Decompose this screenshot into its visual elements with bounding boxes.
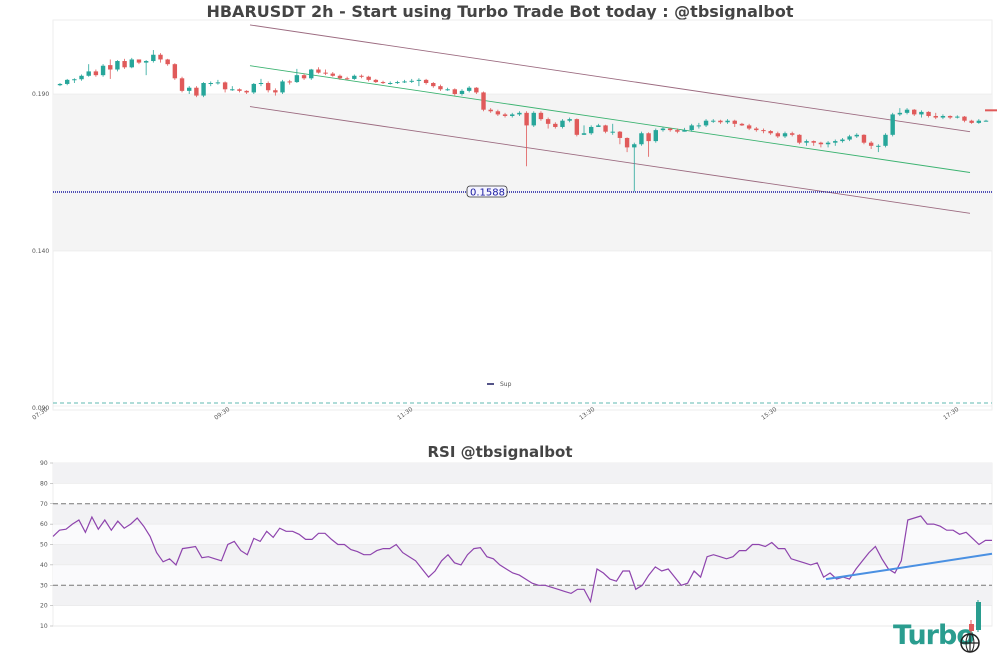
y-tick-label: 0.190 (32, 91, 49, 98)
regression-channel (249, 24, 971, 214)
rsi-y-tick-label: 60 (40, 521, 48, 528)
legend-sup-label: Sup (500, 381, 512, 388)
support-line: 0.1588 (53, 185, 992, 198)
turbo-logo: Turbo (893, 598, 988, 658)
candlestick-globe-icon (960, 600, 981, 653)
y-tick-label: 0.140 (32, 248, 49, 255)
legend: Sup (487, 381, 512, 388)
rsi-chart-title: RSI @tbsignalbot (427, 443, 573, 461)
rsi-line (52, 515, 993, 604)
price-y-axis: 0.090 0.140 0.190 (32, 91, 49, 412)
rsi-y-tick-label: 30 (40, 582, 48, 589)
rsi-y-tick-label: 90 (40, 460, 48, 467)
main-chart-title: HBARUSDT 2h - Start using Turbo Trade Bo… (206, 2, 794, 21)
rsi-y-tick-label: 10 (40, 623, 48, 630)
price-chart (52, 19, 993, 411)
rsi-y-axis: 10 20 30 40 50 60 70 80 90 (40, 460, 53, 630)
rsi-y-tick-label: 20 (40, 603, 48, 610)
rsi-y-tick-label: 40 (40, 562, 48, 569)
rsi-y-tick-label: 70 (40, 501, 48, 508)
support-value-label: 0.1588 (470, 187, 505, 198)
y-tick-label: 0.090 (32, 405, 49, 412)
rsi-y-tick-label: 80 (40, 480, 48, 487)
candlesticks (57, 50, 997, 192)
rsi-y-tick-label: 50 (40, 542, 48, 549)
rsi-bands (53, 463, 992, 627)
